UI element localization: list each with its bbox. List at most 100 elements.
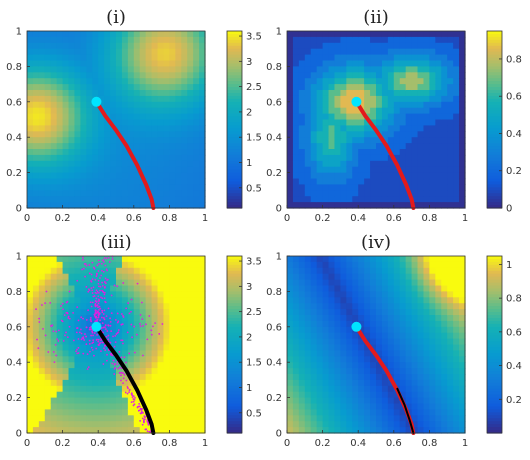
heatmap-cell (145, 125, 153, 132)
heatmap-cell (376, 279, 383, 287)
colorbar-segment (487, 128, 502, 132)
heatmap-cell (181, 256, 188, 263)
heatmap-cell (104, 303, 111, 310)
heatmap-cell (62, 397, 70, 405)
heatmap-cell (169, 356, 176, 363)
heatmap-cell (405, 154, 413, 162)
heatmap-cell (358, 356, 365, 363)
colorbar-segment (487, 415, 502, 419)
scatter-point (86, 353, 89, 356)
heatmap-cell (411, 279, 419, 287)
colorbar-segment (227, 421, 242, 425)
heatmap-cell (181, 303, 188, 310)
heatmap-cell (157, 421, 165, 428)
heatmap-cell (364, 202, 371, 209)
heatmap-cell (417, 48, 425, 56)
heatmap-cell (44, 291, 52, 298)
heatmap-cell (292, 131, 300, 138)
heatmap-cell (376, 267, 383, 275)
heatmap-cell (322, 356, 330, 363)
heatmap-cell (139, 261, 147, 269)
heatmap-cell (393, 54, 401, 62)
heatmap-cell (175, 403, 182, 410)
heatmap-cell (121, 273, 129, 281)
heatmap-cell (340, 178, 347, 185)
heatmap-cell (116, 320, 123, 328)
scatter-point (141, 423, 144, 426)
heatmap-cell (328, 143, 336, 150)
heatmap-cell (50, 374, 58, 381)
heatmap-cell (74, 332, 81, 340)
heatmap-cell (169, 172, 176, 180)
y-tick-label: 0.8 (6, 62, 22, 73)
heatmap-cell (370, 297, 377, 304)
heatmap-cell (151, 379, 159, 387)
heatmap-cell (44, 415, 52, 422)
heatmap-cell (181, 356, 188, 363)
heatmap-cell (322, 421, 330, 428)
colorbar-segment (487, 48, 502, 53)
heatmap-cell (399, 154, 407, 162)
heatmap-cell (322, 166, 330, 174)
heatmap-cell (38, 90, 46, 97)
heatmap-cell (346, 279, 353, 287)
heatmap-cell (358, 303, 365, 310)
colorbar-segment (487, 72, 502, 76)
heatmap-cell (27, 60, 34, 67)
heatmap-cell (358, 344, 365, 351)
heatmap-cell (169, 291, 176, 298)
heatmap-cell (104, 374, 111, 381)
y-tick-label: 0.8 (266, 62, 282, 73)
heatmap-cell (127, 160, 135, 168)
heatmap-cell (104, 160, 111, 168)
heatmap-cell (328, 72, 336, 79)
heatmap-cell (145, 119, 153, 126)
heatmap-cell (441, 119, 448, 126)
heatmap-cell (38, 344, 46, 351)
heatmap-cell (370, 427, 377, 434)
heatmap-cell (370, 279, 377, 287)
heatmap-cell (86, 427, 93, 434)
scatter-point (103, 347, 105, 350)
heatmap-cell (157, 256, 165, 263)
heatmap-cell (139, 279, 147, 287)
heatmap-cell (405, 427, 413, 434)
heatmap-cell (151, 421, 159, 428)
heatmap-cell (364, 101, 371, 109)
heatmap-cell (199, 196, 206, 203)
heatmap-cell (181, 78, 188, 85)
heatmap-cell (80, 261, 87, 269)
heatmap-cell (110, 190, 117, 197)
heatmap-cell (399, 385, 407, 393)
heatmap-cell (346, 196, 353, 203)
heatmap-cell (411, 362, 419, 369)
heatmap-cell (80, 427, 87, 434)
heatmap-cell (370, 368, 377, 375)
heatmap-cell (110, 374, 117, 381)
heatmap-cell (417, 42, 425, 50)
heatmap-cell (387, 261, 395, 269)
heatmap-cell (169, 267, 176, 275)
heatmap-cell (352, 385, 359, 393)
heatmap-cell (74, 385, 81, 393)
heatmap-cell (346, 84, 353, 91)
heatmap-cell (62, 31, 70, 38)
heatmap-cell (340, 184, 347, 191)
heatmap-cell (298, 427, 306, 434)
heatmap-cell (110, 184, 117, 191)
heatmap-cell (352, 166, 359, 174)
heatmap-cell (56, 267, 64, 275)
heatmap-cell (80, 48, 87, 56)
heatmap-cell (163, 279, 170, 287)
scatter-point (82, 352, 85, 355)
scatter-point (114, 318, 117, 321)
scatter-point (92, 339, 95, 342)
heatmap-cell (310, 415, 318, 422)
heatmap-cell (346, 403, 353, 410)
heatmap-cell (27, 113, 34, 121)
heatmap-cell (381, 427, 389, 434)
heatmap-cell (328, 125, 336, 132)
heatmap-cell (423, 344, 430, 351)
heatmap-cell (447, 403, 454, 410)
scatter-point (143, 415, 146, 418)
